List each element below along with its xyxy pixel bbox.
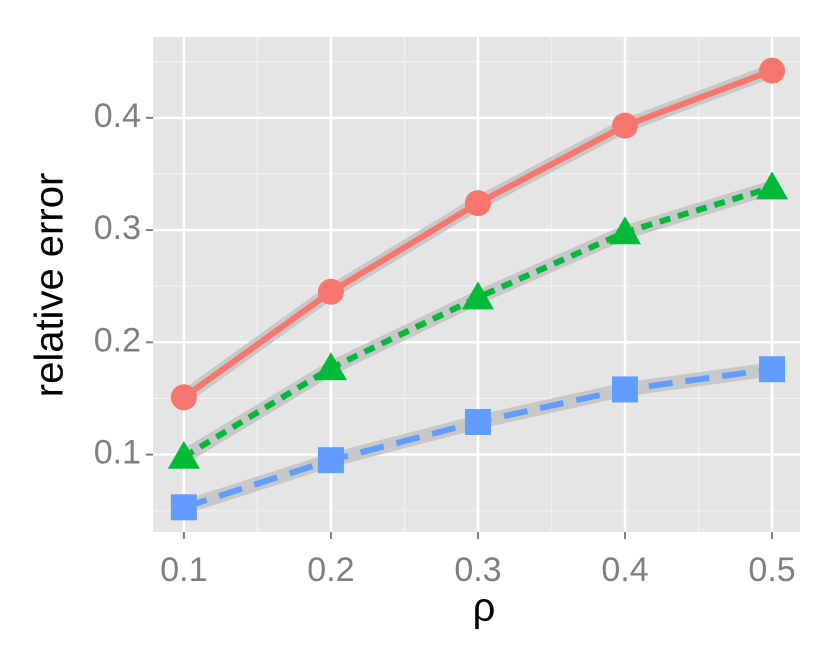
x-tick-label: 0.5 [748, 551, 795, 589]
point [759, 356, 786, 383]
x-tick-label: 0.2 [307, 551, 354, 589]
y-tick-label: 0.2 [94, 321, 141, 359]
y-tick-label: 0.1 [94, 434, 141, 472]
point [461, 281, 494, 310]
point [314, 352, 347, 381]
point [609, 216, 642, 245]
point [170, 384, 197, 411]
x-tick-label: 0.4 [601, 551, 648, 589]
point [170, 494, 197, 521]
x-tick-label: 0.1 [160, 551, 207, 589]
point [756, 171, 789, 200]
point [464, 190, 491, 217]
x-tick-label: 0.3 [454, 551, 501, 589]
point [612, 376, 639, 403]
point [759, 57, 786, 84]
y-tick-label: 0.3 [94, 209, 141, 247]
point [167, 440, 200, 469]
point [317, 447, 344, 474]
point [317, 278, 344, 305]
point [612, 112, 639, 139]
point [464, 409, 491, 435]
series-line [182, 184, 773, 460]
x-axis-title: ρ [473, 586, 496, 630]
y-axis-title: relative error [28, 173, 72, 398]
y-tick-label: 0.4 [94, 97, 141, 135]
